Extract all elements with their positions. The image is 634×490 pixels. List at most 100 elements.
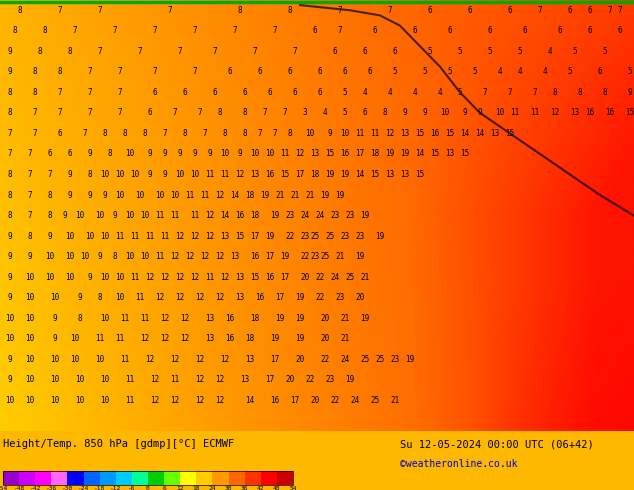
Text: 16: 16 bbox=[235, 211, 245, 220]
Text: 12: 12 bbox=[145, 273, 155, 282]
Text: 10: 10 bbox=[115, 170, 125, 179]
Text: 15: 15 bbox=[460, 149, 470, 158]
Text: 0: 0 bbox=[146, 487, 150, 490]
Text: 6: 6 bbox=[68, 149, 72, 158]
Text: 10: 10 bbox=[95, 211, 105, 220]
Text: 11: 11 bbox=[171, 211, 179, 220]
Text: 10: 10 bbox=[70, 355, 80, 364]
Text: 20: 20 bbox=[295, 355, 304, 364]
Text: 4: 4 bbox=[363, 88, 367, 97]
Text: 9: 9 bbox=[68, 191, 72, 199]
Text: 23: 23 bbox=[330, 211, 340, 220]
FancyBboxPatch shape bbox=[164, 471, 180, 485]
Text: 10: 10 bbox=[46, 252, 55, 261]
Text: 5: 5 bbox=[458, 47, 462, 56]
Text: -6: -6 bbox=[128, 487, 136, 490]
Text: -18: -18 bbox=[94, 487, 105, 490]
Text: 7: 7 bbox=[533, 88, 537, 97]
Text: 7: 7 bbox=[618, 6, 623, 15]
Text: 21: 21 bbox=[290, 191, 300, 199]
Text: 4: 4 bbox=[387, 88, 392, 97]
Text: 11: 11 bbox=[160, 232, 170, 241]
Text: 7: 7 bbox=[387, 6, 392, 15]
Text: 10: 10 bbox=[100, 170, 110, 179]
Text: 11: 11 bbox=[205, 273, 215, 282]
Text: 6: 6 bbox=[293, 88, 297, 97]
Text: 10: 10 bbox=[140, 252, 150, 261]
Text: 7: 7 bbox=[87, 67, 93, 76]
Text: 25: 25 bbox=[320, 252, 330, 261]
Text: 13: 13 bbox=[445, 149, 455, 158]
Text: 15: 15 bbox=[235, 232, 245, 241]
Text: 7: 7 bbox=[33, 129, 37, 138]
Text: 9: 9 bbox=[113, 211, 117, 220]
Text: 6: 6 bbox=[588, 26, 592, 35]
Text: 13: 13 bbox=[205, 314, 215, 323]
Text: 15: 15 bbox=[445, 129, 455, 138]
Text: 21: 21 bbox=[335, 252, 345, 261]
Text: 5: 5 bbox=[343, 88, 347, 97]
Text: 11: 11 bbox=[221, 170, 230, 179]
Text: 10: 10 bbox=[65, 252, 75, 261]
Text: 11: 11 bbox=[95, 334, 105, 343]
Text: 7: 7 bbox=[293, 47, 297, 56]
FancyBboxPatch shape bbox=[51, 471, 67, 485]
Text: 10: 10 bbox=[340, 129, 349, 138]
Text: 6: 6 bbox=[413, 26, 417, 35]
Text: 16: 16 bbox=[225, 314, 235, 323]
Text: 6: 6 bbox=[468, 6, 472, 15]
Text: 7: 7 bbox=[338, 6, 342, 15]
Text: 6: 6 bbox=[58, 129, 62, 138]
Text: 8: 8 bbox=[58, 67, 62, 76]
Text: 9: 9 bbox=[8, 355, 12, 364]
Text: 18: 18 bbox=[245, 191, 255, 199]
Text: 10: 10 bbox=[221, 149, 230, 158]
FancyBboxPatch shape bbox=[36, 471, 51, 485]
Text: 16: 16 bbox=[256, 293, 264, 302]
Text: 15: 15 bbox=[625, 108, 634, 118]
Text: 12: 12 bbox=[181, 334, 190, 343]
Text: 7: 7 bbox=[58, 108, 62, 118]
Text: 7: 7 bbox=[113, 26, 117, 35]
Text: 7: 7 bbox=[28, 191, 32, 199]
Text: 8: 8 bbox=[238, 6, 242, 15]
Text: 8: 8 bbox=[13, 26, 17, 35]
Text: 7: 7 bbox=[283, 108, 287, 118]
Text: 13: 13 bbox=[401, 170, 410, 179]
Text: 12: 12 bbox=[171, 355, 179, 364]
Text: 23: 23 bbox=[285, 211, 295, 220]
Text: 4: 4 bbox=[543, 67, 547, 76]
Text: 12: 12 bbox=[216, 396, 224, 405]
Text: 5: 5 bbox=[392, 67, 398, 76]
Text: 7: 7 bbox=[538, 6, 542, 15]
Text: 6: 6 bbox=[558, 26, 562, 35]
Text: 3: 3 bbox=[302, 108, 307, 118]
Text: 12: 12 bbox=[160, 334, 170, 343]
Text: 17: 17 bbox=[356, 149, 365, 158]
Text: 6: 6 bbox=[288, 67, 292, 76]
Text: 11: 11 bbox=[370, 129, 380, 138]
Text: 7: 7 bbox=[508, 88, 512, 97]
Text: 10: 10 bbox=[5, 314, 15, 323]
Text: 10: 10 bbox=[95, 355, 105, 364]
Text: 12: 12 bbox=[185, 252, 195, 261]
Text: 11: 11 bbox=[200, 191, 210, 199]
Text: 7: 7 bbox=[87, 108, 93, 118]
Text: 14: 14 bbox=[460, 129, 470, 138]
Text: 10: 10 bbox=[266, 149, 275, 158]
Text: 4: 4 bbox=[548, 47, 552, 56]
FancyBboxPatch shape bbox=[212, 471, 228, 485]
Text: 12: 12 bbox=[235, 170, 245, 179]
Text: 11: 11 bbox=[126, 375, 134, 384]
Text: 7: 7 bbox=[87, 88, 93, 97]
Text: 11: 11 bbox=[185, 191, 195, 199]
Text: 54: 54 bbox=[289, 487, 297, 490]
Text: 8: 8 bbox=[42, 26, 48, 35]
Text: 22: 22 bbox=[315, 273, 325, 282]
Text: 10: 10 bbox=[50, 355, 60, 364]
Text: 10: 10 bbox=[115, 191, 125, 199]
Text: 10: 10 bbox=[100, 375, 110, 384]
Text: 8: 8 bbox=[183, 129, 187, 138]
Text: 21: 21 bbox=[306, 191, 314, 199]
Text: 25: 25 bbox=[325, 232, 335, 241]
